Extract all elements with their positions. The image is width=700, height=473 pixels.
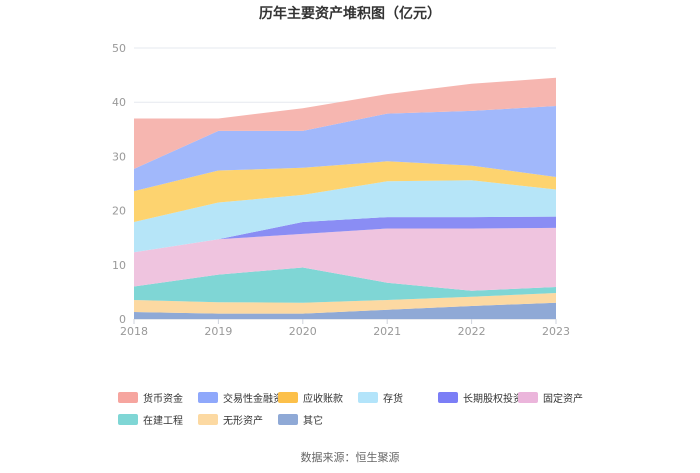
x-tick-label: 2018 <box>120 325 148 338</box>
y-tick-label: 0 <box>119 313 126 326</box>
y-tick-label: 30 <box>112 150 126 163</box>
y-tick-label: 20 <box>112 205 126 218</box>
legend: 货币资金 交易性金融资产 应收账款 存货 长期股权投资 固定资产在建工程 无形资产 其它 <box>118 390 598 427</box>
legend-swatch <box>278 391 298 403</box>
legend-item[interactable]: 固定资产 <box>518 390 598 405</box>
legend-item[interactable]: 存货 <box>358 390 438 405</box>
legend-swatch <box>358 391 378 403</box>
area-series-5 <box>134 180 556 253</box>
legend-item[interactable]: 无形资产 <box>198 412 278 427</box>
area-series-1 <box>134 293 556 314</box>
area-series-0 <box>134 302 556 319</box>
legend-label: 在建工程 <box>143 415 183 427</box>
legend-swatch <box>118 413 138 425</box>
legend-label: 无形资产 <box>223 415 263 427</box>
legend-swatch <box>118 391 138 403</box>
legend-label: 长期股权投资 <box>463 393 523 405</box>
axes: 0 10 20 30 40 50 2018 2019 2020 2021 2022 2023 <box>112 42 570 338</box>
area-series-8 <box>134 77 556 169</box>
y-tick-label: 40 <box>112 96 126 109</box>
area-series-6 <box>134 161 556 222</box>
area-series-7 <box>134 106 556 192</box>
legend-item[interactable]: 在建工程 <box>118 412 198 427</box>
legend-item[interactable]: 交易性金融资产 <box>198 390 293 405</box>
legend-item[interactable]: 应收账款 <box>278 390 358 405</box>
legend-label: 存货 <box>383 393 403 405</box>
legend-label: 交易性金融资产 <box>223 393 293 405</box>
x-tick-label: 2022 <box>458 325 486 338</box>
x-tick-label: 2021 <box>373 325 401 338</box>
area-series-3 <box>134 227 556 291</box>
legend-label: 其它 <box>303 415 323 427</box>
legend-swatch <box>198 413 218 425</box>
legend-swatch <box>198 391 218 403</box>
legend-swatch <box>438 391 458 403</box>
legend-swatch <box>278 413 298 425</box>
x-tick-label: 2019 <box>204 325 232 338</box>
legend-swatch <box>518 391 538 403</box>
x-tick-label: 2023 <box>542 325 570 338</box>
area-series-4 <box>134 216 556 253</box>
x-tick-label: 2020 <box>289 325 317 338</box>
legend-label: 货币资金 <box>143 393 183 405</box>
legend-label: 应收账款 <box>303 393 343 405</box>
legend-item[interactable]: 其它 <box>278 412 358 427</box>
stacked-areas <box>134 77 556 319</box>
legend-item[interactable]: 货币资金 <box>118 390 198 405</box>
legend-label: 固定资产 <box>543 393 583 405</box>
legend-item[interactable]: 长期股权投资 <box>438 390 523 405</box>
y-tick-label: 50 <box>112 42 126 55</box>
area-series-2 <box>134 267 556 303</box>
y-tick-label: 10 <box>112 259 126 272</box>
chart-title: 历年主要资产堆积图（亿元） <box>259 5 441 22</box>
data-source: 数据来源：恒生聚源 <box>300 451 400 464</box>
